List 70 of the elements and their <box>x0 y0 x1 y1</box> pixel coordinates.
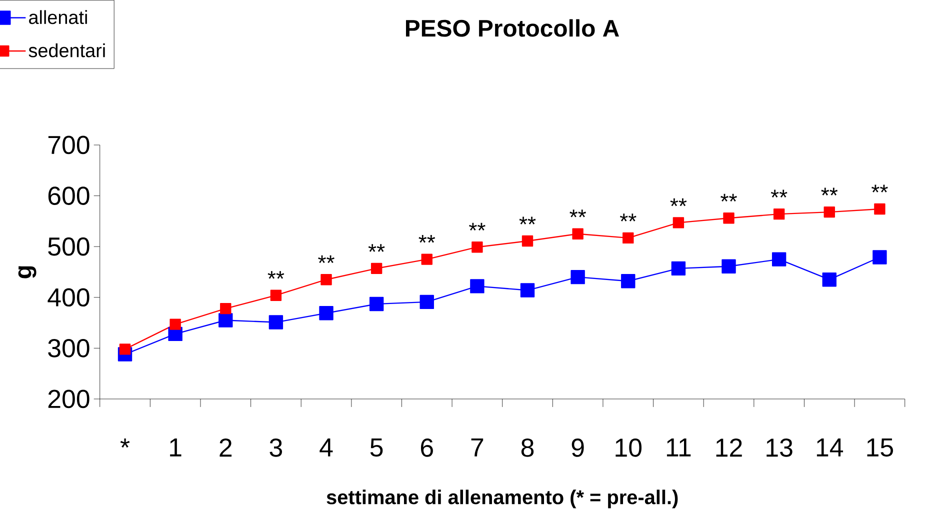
point <box>421 254 432 265</box>
point <box>773 208 785 220</box>
point <box>369 296 384 312</box>
x-tick-label: 2 <box>220 438 232 457</box>
point <box>874 203 886 215</box>
x-tick-label: * <box>120 438 130 448</box>
annotation: ** <box>368 244 385 252</box>
point <box>824 206 835 218</box>
y-tick-label: 600 <box>48 186 90 205</box>
annotation: ** <box>720 194 737 202</box>
legend-label: allenati <box>29 10 87 24</box>
point <box>119 344 131 355</box>
point <box>822 272 836 287</box>
annotation: ** <box>418 235 436 243</box>
point <box>671 261 686 276</box>
annotation: ** <box>318 255 334 264</box>
annotation: ** <box>620 214 636 222</box>
x-tick-label: 3 <box>270 438 282 457</box>
x-tick-label: 15 <box>867 438 894 457</box>
point <box>320 274 332 286</box>
x-tick-label: 11 <box>666 438 691 456</box>
annotation: ** <box>570 210 586 218</box>
annotation: ** <box>770 190 788 198</box>
y-tick-label: 200 <box>48 390 90 408</box>
annotation: ** <box>268 271 284 279</box>
x-tick-label: 13 <box>766 438 792 457</box>
point <box>672 217 684 228</box>
point <box>319 306 334 320</box>
point <box>472 241 483 253</box>
y-axis-title: g <box>18 266 36 278</box>
x-axis-title: settimane di allenamento (* = pre-all.) <box>326 490 678 508</box>
point <box>220 302 232 314</box>
annotation: ** <box>519 216 536 224</box>
y-tick-label: 400 <box>48 288 90 307</box>
point <box>370 262 382 274</box>
annotation: ** <box>872 184 888 192</box>
annotation: ** <box>670 198 687 206</box>
point <box>572 228 584 240</box>
point <box>470 279 484 294</box>
point <box>218 313 233 328</box>
x-tick-label: 1 <box>170 438 182 456</box>
x-tick-label: 9 <box>572 438 584 457</box>
x-tick-label: 8 <box>521 438 534 457</box>
point <box>622 232 634 244</box>
point <box>420 294 434 310</box>
x-tick-label: 10 <box>616 438 642 457</box>
x-tick-label: 5 <box>370 438 383 457</box>
point <box>872 250 887 264</box>
point <box>722 259 736 274</box>
point <box>522 235 534 247</box>
point <box>772 252 786 266</box>
point <box>268 315 284 330</box>
annotation: ** <box>469 222 486 231</box>
point <box>723 212 734 224</box>
x-tick-label: 12 <box>716 438 742 457</box>
y-tick-label: 500 <box>48 237 90 256</box>
y-tick-label: 300 <box>48 339 90 358</box>
x-tick-label: 14 <box>816 438 844 456</box>
chart-title: PESO Protocollo A <box>406 19 619 37</box>
point <box>570 270 585 284</box>
point <box>270 290 282 301</box>
y-tick-label: 700 <box>48 136 90 154</box>
point <box>520 283 535 298</box>
point <box>170 318 181 330</box>
point <box>621 274 636 288</box>
x-tick-label: 7 <box>471 438 484 456</box>
annotation: ** <box>821 188 838 196</box>
x-tick-label: 6 <box>420 438 433 457</box>
legend-label: sedentari <box>28 43 105 58</box>
x-tick-label: 4 <box>320 438 333 456</box>
